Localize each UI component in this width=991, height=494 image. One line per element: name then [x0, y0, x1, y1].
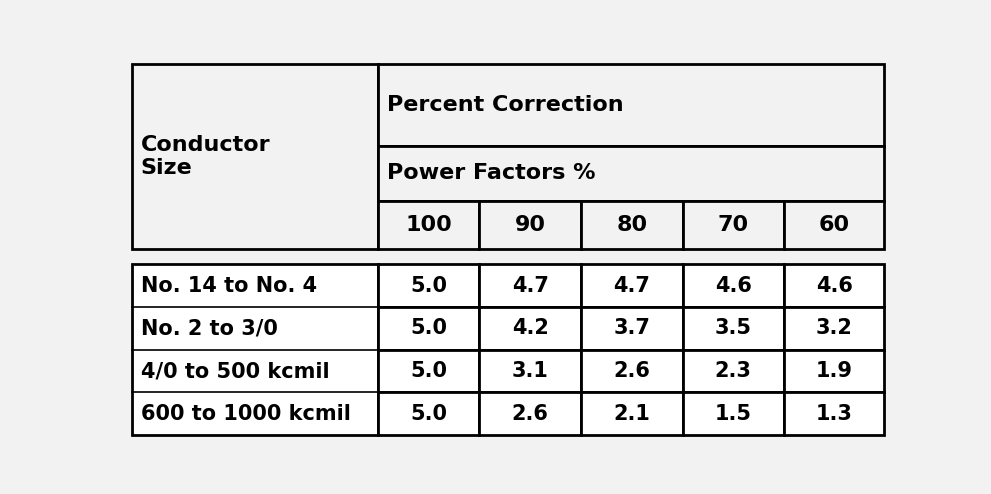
Bar	[784, 392, 884, 435]
Text: 1.3: 1.3	[816, 404, 852, 424]
Text: 4.6: 4.6	[715, 276, 752, 296]
Bar	[378, 264, 480, 307]
Text: 1.9: 1.9	[816, 361, 852, 381]
Text: No. 14 to No. 4: No. 14 to No. 4	[141, 276, 317, 296]
Bar	[581, 307, 683, 350]
Bar	[683, 264, 784, 307]
Text: 5.0: 5.0	[410, 318, 447, 338]
Bar	[480, 307, 581, 350]
Text: Conductor
Size: Conductor Size	[141, 135, 271, 178]
Text: 5.0: 5.0	[410, 361, 447, 381]
Bar	[683, 307, 784, 350]
Bar	[378, 307, 480, 350]
Bar	[378, 201, 480, 249]
Text: 4.7: 4.7	[511, 276, 549, 296]
Bar	[683, 392, 784, 435]
Text: 5.0: 5.0	[410, 404, 447, 424]
Text: 2.3: 2.3	[715, 361, 752, 381]
Text: 3.1: 3.1	[511, 361, 549, 381]
Text: 100: 100	[405, 215, 452, 235]
Bar	[480, 201, 581, 249]
Bar	[480, 350, 581, 392]
Text: 90: 90	[514, 215, 546, 235]
Text: 600 to 1000 kcmil: 600 to 1000 kcmil	[141, 404, 351, 424]
Bar	[581, 350, 683, 392]
Text: 4.6: 4.6	[816, 276, 852, 296]
Bar	[683, 350, 784, 392]
Bar	[581, 392, 683, 435]
Text: 70: 70	[717, 215, 749, 235]
Text: 3.5: 3.5	[715, 318, 752, 338]
Text: 4.7: 4.7	[613, 276, 650, 296]
Text: 2.6: 2.6	[511, 404, 549, 424]
Text: 4.2: 4.2	[511, 318, 549, 338]
Bar	[683, 201, 784, 249]
Text: Percent Correction: Percent Correction	[386, 95, 623, 115]
Text: 60: 60	[819, 215, 849, 235]
Bar	[378, 350, 480, 392]
Bar	[378, 64, 884, 146]
Text: 2.6: 2.6	[613, 361, 650, 381]
Text: Power Factors %: Power Factors %	[386, 164, 596, 183]
Bar	[378, 392, 480, 435]
Bar	[784, 350, 884, 392]
Bar	[581, 201, 683, 249]
Bar	[378, 146, 884, 201]
Text: 3.2: 3.2	[816, 318, 852, 338]
Text: 5.0: 5.0	[410, 276, 447, 296]
Bar	[132, 64, 378, 249]
Bar	[784, 201, 884, 249]
Text: 2.1: 2.1	[613, 404, 650, 424]
Bar	[480, 264, 581, 307]
Bar	[480, 392, 581, 435]
Text: No. 2 to 3/0: No. 2 to 3/0	[141, 318, 277, 338]
Bar	[132, 264, 378, 435]
Text: 80: 80	[616, 215, 647, 235]
Bar	[784, 307, 884, 350]
Text: 3.7: 3.7	[613, 318, 650, 338]
Text: 1.5: 1.5	[715, 404, 752, 424]
Bar	[581, 264, 683, 307]
Bar	[784, 264, 884, 307]
Text: 4/0 to 500 kcmil: 4/0 to 500 kcmil	[141, 361, 329, 381]
